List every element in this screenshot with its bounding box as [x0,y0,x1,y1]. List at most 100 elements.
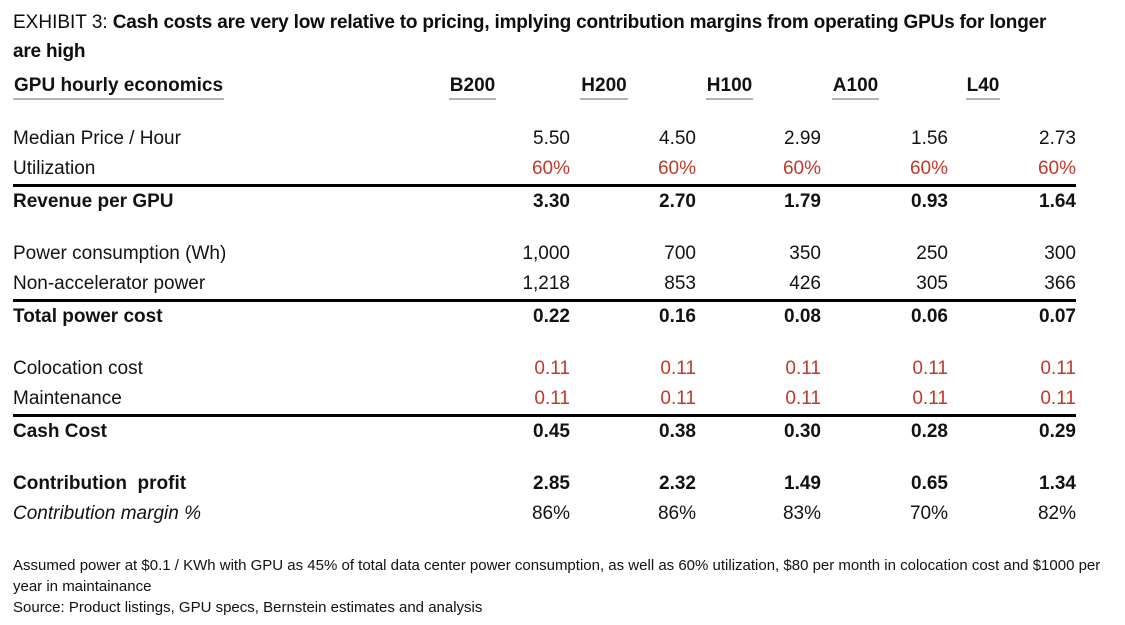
row-label: Revenue per GPU [13,184,433,217]
cell-value: 60% [531,158,570,179]
table-row: Maintenance 0.11 0.11 0.11 0.11 0.11 [13,384,1076,416]
row-label: Contribution profit [13,473,187,494]
spacer-cell [13,447,1076,469]
spacer-row [13,332,1076,354]
cell-value: 2.73 [1039,128,1076,149]
row-label: Maintenance [13,388,122,409]
cell-value: 2.32 [659,473,696,494]
spacer-cell [13,102,1076,124]
row-label: Utilization [13,158,96,179]
cell-value: 4.50 [659,128,696,149]
cell-value: 0.11 [534,358,570,379]
cell-value: 60% [782,158,821,179]
cell-value: 1,218 [522,273,570,294]
column-header-text: A100 [831,75,880,100]
cell-value: 60% [657,158,696,179]
table-row: Total power cost 0.22 0.16 0.08 0.06 0.07 [13,299,1076,332]
cell-value: 1.56 [911,128,948,149]
table-row: Contribution profit 2.85 2.32 1.49 0.65 1.34 [13,469,1076,499]
row-label: Power consumption (Wh) [13,243,227,264]
cell-value: 305 [916,273,948,294]
cell-value: 1.34 [1039,473,1076,494]
cell-value: 86% [531,503,570,524]
table-row: Contribution margin % 86% 86% 83% 70% 82% [13,499,1076,529]
column-header-l40: L40 [948,72,1076,102]
cell-value: 0.11 [785,388,821,409]
cell-value: 0.06 [821,299,948,332]
cell-value: 60% [1037,158,1076,179]
cell-value: 0.11 [785,358,821,379]
cell-value: 1.49 [784,473,821,494]
spacer-row [13,217,1076,239]
cell-value: 0.07 [948,299,1076,332]
cell-value: 366 [1044,273,1076,294]
column-header-h200: H200 [570,72,696,102]
cell-value: 0.38 [570,414,696,447]
cell-value: 853 [664,273,696,294]
cell-value: 0.11 [534,388,570,409]
table-title: GPU hourly economics [13,75,225,100]
column-header-text: B200 [448,75,497,100]
cell-value: 0.11 [1040,358,1076,379]
row-label: Colocation cost [13,358,143,379]
cell-value: 0.11 [912,388,948,409]
table-row: Non-accelerator power 1,218 853 426 305 366 [13,269,1076,301]
cell-value: 3.30 [433,184,570,217]
cell-value: 0.22 [433,299,570,332]
cell-value: 1,000 [522,243,570,264]
table-row: Power consumption (Wh) 1,000 700 350 250 300 [13,239,1076,269]
spacer-cell [13,217,1076,239]
cell-value: 60% [909,158,948,179]
column-header-a100: A100 [821,72,948,102]
spacer-row [13,447,1076,469]
cell-value: 2.70 [570,184,696,217]
table-header-label-cell: GPU hourly economics [13,72,433,102]
source-note: Source: Product listings, GPU specs, Ber… [13,599,483,616]
cell-value: 2.99 [784,128,821,149]
cell-value: 700 [664,243,696,264]
assumptions-note: Assumed power at $0.1 / KWh with GPU as … [13,557,1101,595]
cell-value: 0.16 [570,299,696,332]
cell-value: 0.11 [1040,388,1076,409]
column-header-text: H100 [705,75,754,100]
footnotes: Assumed power at $0.1 / KWh with GPU as … [13,555,1116,618]
exhibit-title-main: Cash costs are very low relative to pric… [13,12,1047,62]
cell-value: 0.11 [912,358,948,379]
cell-value: 2.85 [533,473,570,494]
cell-value: 350 [789,243,821,264]
row-label: Median Price / Hour [13,128,181,149]
cell-value: 0.28 [821,414,948,447]
cell-value: 83% [782,503,821,524]
table-header-row: GPU hourly economics B200 H200 H100 A100 L40 [13,72,1076,102]
cell-value: 0.93 [821,184,948,217]
gpu-hourly-economics-table: GPU hourly economics B200 H200 H100 A100 L40… [13,72,1076,529]
row-label: Non-accelerator power [13,273,206,294]
cell-value: 426 [789,273,821,294]
cell-value: 5.50 [533,128,570,149]
row-label: Total power cost [13,299,433,332]
cell-value: 300 [1044,243,1076,264]
cell-value: 1.79 [696,184,821,217]
cell-value: 0.30 [696,414,821,447]
row-label: Contribution margin % [13,503,201,524]
table-row: Colocation cost 0.11 0.11 0.11 0.11 0.11 [13,354,1076,384]
cell-value: 0.11 [660,358,696,379]
exhibit-title: EXHIBIT 3: Cash costs are very low relat… [13,8,1068,66]
table-row: Utilization 60% 60% 60% 60% 60% [13,154,1076,186]
cell-value: 0.65 [911,473,948,494]
table-row: Median Price / Hour 5.50 4.50 2.99 1.56 2.73 [13,124,1076,154]
table-row: Revenue per GPU 3.30 2.70 1.79 0.93 1.64 [13,184,1076,217]
table-row: Cash Cost 0.45 0.38 0.30 0.28 0.29 [13,414,1076,447]
cell-value: 0.45 [433,414,570,447]
exhibit-number-label: EXHIBIT 3: [13,12,108,33]
cell-value: 0.29 [948,414,1076,447]
cell-value: 82% [1037,503,1076,524]
cell-value: 0.08 [696,299,821,332]
cell-value: 1.64 [948,184,1076,217]
cell-value: 70% [909,503,948,524]
cell-value: 0.11 [660,388,696,409]
row-label: Cash Cost [13,414,433,447]
cell-value: 86% [657,503,696,524]
spacer-row [13,102,1076,124]
